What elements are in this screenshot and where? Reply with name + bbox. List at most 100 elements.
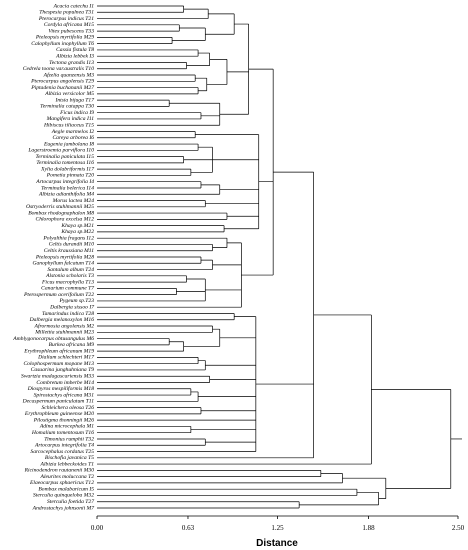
leaf-label: Pteleopsis myrtifolia M29 xyxy=(35,34,94,41)
leaf-label: Decaspermum paniculatum T11 xyxy=(22,399,95,405)
leaf-label: Dalbergia sissoo I7 xyxy=(49,304,94,310)
branch xyxy=(97,325,213,333)
leaf-label: Celtis durandii M10 xyxy=(49,242,95,248)
leaf-label: Pteleopsis myrtifolia M28 xyxy=(35,253,94,260)
leaf-label: Bischofia javanica T5 xyxy=(45,454,94,461)
branch xyxy=(97,184,221,195)
leaf-label: Bombax malabaricum I5 xyxy=(38,486,94,492)
branch xyxy=(97,99,170,107)
leaf-label: Tamarindus indica T28 xyxy=(42,311,94,317)
leaf-label: Colophospermum mopane M13 xyxy=(23,361,94,367)
leaf-label: Pterocarpus angolensis T29 xyxy=(30,79,94,85)
branch xyxy=(97,112,202,120)
leaf-label: Pometia pinnata T20 xyxy=(46,173,94,179)
x-tick-label: 0.63 xyxy=(182,524,195,532)
branch xyxy=(97,244,213,252)
leaf-label: Ricinodendron rautanenii M30 xyxy=(24,468,95,474)
branch xyxy=(97,200,206,208)
leaf-label: Swartzia madagascariensis M33 xyxy=(21,374,94,380)
branch xyxy=(97,87,199,95)
leaf-label: Dalbergia melanoxylon M16 xyxy=(29,317,95,323)
branch xyxy=(97,275,187,283)
leaf-label: Celtis kraussiana M11 xyxy=(44,248,94,254)
leaf-label: Terminalia paniculata I15 xyxy=(35,154,94,160)
leaf-label: Dialium schlechteri M17 xyxy=(37,355,94,361)
leaf-label: Androstachys johnsonii M7 xyxy=(32,505,95,511)
leaf-label: Ganophyllum falcatum T14 xyxy=(32,260,94,267)
x-tick-label: 1.88 xyxy=(362,524,375,532)
branch xyxy=(195,134,260,230)
leaf-label: Elaeocarpus sphaericus T12 xyxy=(29,480,94,486)
leaf-label: Sterculia quinqueloba M32 xyxy=(33,493,94,499)
branch xyxy=(97,375,210,383)
leaf-label: Schleichera oleosa T26 xyxy=(41,405,94,411)
leaf-label: Ostryoderris stuhlmannii M25 xyxy=(26,204,94,210)
branch xyxy=(97,102,221,126)
branch xyxy=(97,470,322,477)
branch xyxy=(97,501,300,509)
leaf-label: Canarium commune T7 xyxy=(41,286,94,292)
branch xyxy=(97,5,184,13)
leaf-label: Morus lactea M24 xyxy=(52,198,95,204)
branch xyxy=(97,488,358,496)
leaf-label: Pterocarpus indicus T21 xyxy=(38,16,94,22)
branch xyxy=(97,316,257,452)
branch xyxy=(183,146,213,173)
branch xyxy=(97,24,180,32)
leaf-label: Khaya sp.M21 xyxy=(60,223,94,229)
branch xyxy=(97,338,170,346)
leaf-label: Thespesia populnea T31 xyxy=(39,10,94,16)
branch xyxy=(97,181,202,189)
branch xyxy=(371,389,452,489)
leaf-label: Aegle marmelos I2 xyxy=(51,129,94,135)
leaf-label: Xylia dolabriformis I17 xyxy=(40,165,94,172)
branch xyxy=(97,288,177,295)
leaf-label: Combretum imberbe M14 xyxy=(36,380,94,386)
leaf-label: Hibiscus tiliaceus T15 xyxy=(43,123,94,129)
branch xyxy=(97,360,206,371)
branch xyxy=(299,491,379,506)
x-tick-label: 2.50 xyxy=(452,524,465,532)
leaf-label: Erythrophleum africanum M19 xyxy=(23,347,94,354)
leaf-label: Pilostigma thonningii M26 xyxy=(33,417,94,423)
branch xyxy=(97,314,372,465)
leaf-label: Artocarpus integrifolia I4 xyxy=(35,178,94,185)
leaf-label: Ficus macrophylla T13 xyxy=(41,279,94,285)
branch xyxy=(97,242,242,308)
leaf-label: Chlorophora excelsa M12 xyxy=(35,217,94,223)
branch xyxy=(97,259,213,270)
branch xyxy=(97,256,202,264)
branch xyxy=(97,278,206,302)
leaf-label: Polyalthia fragans I12 xyxy=(42,234,94,241)
branch xyxy=(172,27,206,41)
branch xyxy=(97,407,202,415)
leaf-label: Terminalia tomentosa I16 xyxy=(36,160,94,166)
leaf-label: Adina microcephala M1 xyxy=(39,424,94,430)
leaf-label: Vitex pubescens T33 xyxy=(48,28,94,34)
leaf-label: Mangifera indica I11 xyxy=(46,115,95,122)
x-tick-label: 0.00 xyxy=(91,524,104,532)
branch xyxy=(97,426,192,434)
branch xyxy=(97,438,206,446)
leaf-label: Burkea africana M9 xyxy=(49,341,95,348)
leaf-label: Terminalia catappa T30 xyxy=(40,104,94,110)
branch xyxy=(97,168,192,176)
leaf-label: Albizia lebbek I3 xyxy=(55,53,94,59)
leaf-label: Artocarpus integrifolia T4 xyxy=(34,442,94,449)
x-axis-label: Distance xyxy=(256,538,298,549)
branch xyxy=(97,212,228,220)
x-tick-label: 1.25 xyxy=(271,524,284,532)
leaf-label: Intsia bijuga T17 xyxy=(54,97,94,103)
branch xyxy=(97,313,235,321)
leaf-label: Spirostachys africana M31 xyxy=(34,391,95,398)
branch xyxy=(97,62,187,70)
leaf-label: Afrormosia angolensis M2 xyxy=(34,322,95,329)
leaf-label: Erythrophleum guineense M20 xyxy=(24,411,94,417)
leaf-label: Casuarina junghuhniana T9 xyxy=(31,367,95,373)
leaf-label: Albizia adianthifolia M4 xyxy=(38,191,94,198)
leaf-label: Khaya sp.M22 xyxy=(60,229,94,235)
branch xyxy=(97,171,314,459)
branch xyxy=(97,74,196,82)
leaf-label: Calophyllum inophyllum T6 xyxy=(31,41,94,47)
leaf-label: Cedrela toona var.australis T10 xyxy=(23,66,94,72)
